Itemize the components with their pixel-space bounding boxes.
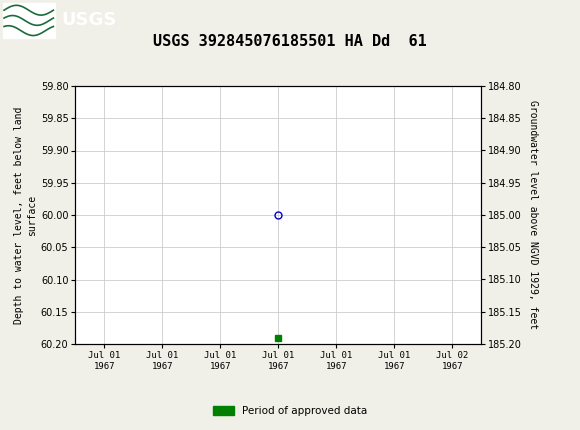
Y-axis label: Groundwater level above NGVD 1929, feet: Groundwater level above NGVD 1929, feet [528,101,538,329]
Text: USGS: USGS [61,12,116,29]
Legend: Period of approved data: Period of approved data [209,402,371,421]
Bar [3,3,55,37]
Y-axis label: Depth to water level, feet below land
surface: Depth to water level, feet below land su… [14,106,37,324]
Text: USGS 392845076185501 HA Dd  61: USGS 392845076185501 HA Dd 61 [153,34,427,49]
